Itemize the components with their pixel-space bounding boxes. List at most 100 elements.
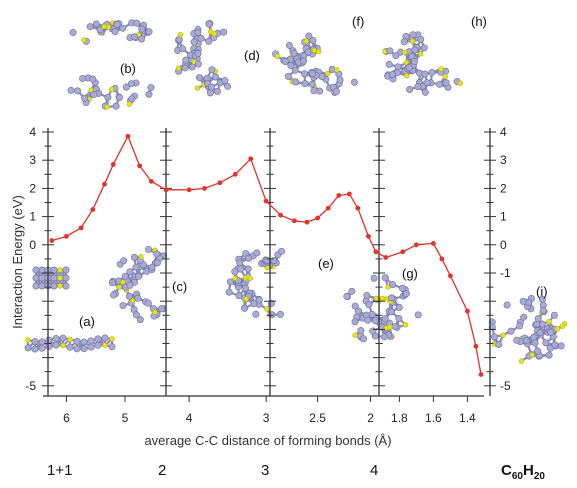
hydrogen-atom	[105, 24, 112, 30]
hydrogen-atom	[404, 73, 410, 79]
hydrogen-atom	[243, 296, 249, 302]
carbon-atom	[67, 86, 75, 94]
carbon-atom	[175, 36, 183, 44]
carbon-atom	[539, 306, 547, 314]
carbon-atom	[534, 315, 542, 323]
data-point	[355, 205, 361, 211]
data-point	[110, 162, 116, 167]
carbon-atom	[190, 38, 198, 46]
carbon-atom	[138, 35, 146, 43]
y-tick-label-right: 3	[500, 153, 507, 167]
data-point	[366, 233, 371, 239]
molecule-f-illustration	[272, 32, 358, 97]
carbon-atom	[546, 344, 554, 352]
carbon-atom	[104, 93, 112, 101]
hydrogen-atom	[380, 295, 386, 302]
carbon-atom	[86, 23, 94, 31]
formula-sub-20: 20	[533, 471, 545, 482]
carbon-atom	[290, 49, 298, 57]
carbon-atom	[530, 333, 538, 341]
panel-label-h: (h)	[471, 14, 487, 29]
hydrogen-atom	[177, 32, 184, 38]
carbon-atom	[73, 337, 81, 345]
carbon-atom	[122, 83, 130, 91]
axes-layer: Interaction Energy (eV) average C-C dist…	[10, 125, 511, 448]
carbon-atom	[354, 307, 362, 315]
final-product-formula: C60H20	[501, 462, 545, 482]
carbon-atom	[309, 36, 317, 44]
hydrogen-atom	[242, 275, 249, 281]
hydrogen-atom	[247, 275, 253, 281]
carbon-atom	[138, 25, 146, 33]
data-point	[202, 186, 207, 191]
carbon-atom	[50, 282, 58, 290]
carbon-atom	[343, 292, 351, 300]
carbon-atom	[112, 102, 120, 110]
carbon-atom	[388, 71, 396, 79]
hydrogen-atom	[102, 342, 108, 348]
carbon-atom	[236, 259, 244, 267]
carbon-atom	[132, 311, 140, 319]
stage-label-3: 3	[261, 462, 270, 479]
carbon-atom	[188, 63, 196, 71]
hydrogen-atom	[104, 104, 110, 110]
carbon-atom	[388, 294, 396, 302]
carbon-atom	[208, 66, 216, 74]
carbon-atom	[495, 340, 503, 348]
hydrogen-atom	[559, 323, 566, 329]
carbon-atom	[490, 333, 498, 341]
carbon-atom	[194, 50, 202, 58]
y-tick-label-right: -1	[500, 266, 511, 280]
carbon-atom	[147, 84, 155, 92]
carbon-atom	[115, 94, 123, 102]
carbon-atom	[381, 274, 389, 282]
carbon-atom	[547, 328, 555, 336]
carbon-atom	[402, 290, 410, 298]
y-tick-label-right: 1	[500, 210, 507, 224]
hydrogen-atom	[129, 297, 136, 304]
data-point	[278, 212, 283, 218]
carbon-atom	[213, 87, 221, 95]
x-tick-label: 6	[63, 411, 70, 425]
carbon-atom	[414, 83, 422, 91]
hydrogen-atom	[442, 73, 448, 80]
data-point	[232, 171, 238, 177]
carbon-atom	[336, 76, 344, 84]
data-point	[473, 343, 479, 349]
hydrogen-atom	[126, 101, 133, 107]
carbon-atom	[550, 311, 558, 319]
carbon-atom	[32, 282, 40, 290]
y-tick-label-right: 2	[500, 181, 507, 195]
y-tick-label-left: -5	[25, 379, 36, 393]
hydrogen-atom	[57, 275, 63, 281]
carbon-atom	[226, 278, 234, 286]
carbon-atom	[351, 302, 359, 310]
data-point	[383, 255, 389, 260]
data-point	[148, 178, 154, 184]
carbon-atom	[428, 68, 436, 76]
hydrogen-atom	[546, 318, 552, 325]
data-point	[217, 180, 223, 186]
carbon-atom	[417, 35, 425, 43]
carbon-atom	[310, 87, 318, 95]
carbon-atom	[385, 60, 393, 68]
hydrogen-atom	[57, 283, 63, 289]
hydrogen-atom	[274, 53, 281, 59]
carbon-atom	[80, 345, 88, 353]
carbon-atom	[414, 311, 422, 319]
carbon-atom	[423, 79, 431, 87]
panel-label-c: (c)	[172, 279, 187, 294]
formula-sub-60: 60	[511, 471, 523, 482]
carbon-atom	[208, 83, 216, 91]
carbon-atom	[241, 304, 249, 312]
carbon-atom	[406, 86, 414, 94]
y-tick-label-right: 4	[500, 125, 507, 139]
hydrogen-atom	[108, 86, 115, 92]
carbon-atom	[516, 322, 524, 330]
carbon-atom	[365, 301, 373, 309]
data-point	[431, 240, 436, 246]
carbon-atom	[220, 28, 228, 36]
carbon-atom	[45, 342, 53, 350]
data-point	[346, 191, 352, 197]
